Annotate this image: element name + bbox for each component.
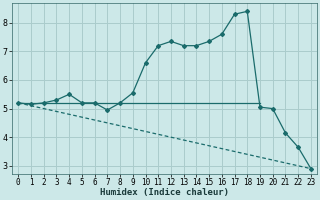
X-axis label: Humidex (Indice chaleur): Humidex (Indice chaleur)	[100, 188, 229, 197]
